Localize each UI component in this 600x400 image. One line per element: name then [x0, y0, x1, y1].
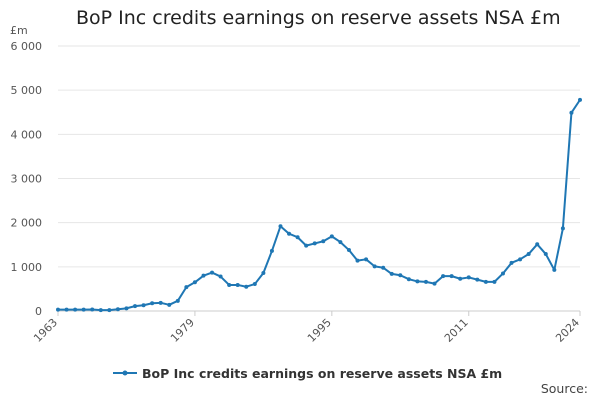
data-point[interactable] [235, 282, 240, 287]
data-point[interactable] [321, 239, 326, 244]
legend-swatch-marker [122, 370, 128, 376]
series-group [56, 97, 582, 313]
data-point[interactable] [509, 260, 514, 265]
x-axis [57, 310, 581, 316]
source-label: Source: [540, 381, 588, 396]
series-line [58, 99, 581, 312]
data-point[interactable] [73, 307, 78, 312]
x-tick-label: 2024 [553, 316, 582, 345]
data-point[interactable] [184, 285, 189, 290]
data-point[interactable] [244, 284, 249, 289]
data-point[interactable] [535, 242, 540, 247]
data-point[interactable] [526, 252, 531, 257]
chart-title: BoP Inc credits earnings on reserve asse… [76, 7, 561, 29]
data-point[interactable] [423, 279, 428, 284]
data-point[interactable] [475, 277, 480, 282]
data-point[interactable] [210, 270, 215, 275]
data-point[interactable] [261, 271, 266, 276]
data-point[interactable] [252, 282, 257, 287]
data-point[interactable] [158, 300, 163, 305]
data-point[interactable] [98, 308, 103, 313]
x-tick-label: 1995 [305, 316, 334, 345]
data-point[interactable] [90, 307, 95, 312]
y-axis-tick-labels: 0 1 000 2 000 3 000 4 000 5 000 6 000 [11, 40, 43, 318]
y-axis-unit: £m [10, 24, 28, 37]
data-point[interactable] [492, 279, 497, 284]
data-point[interactable] [115, 307, 120, 312]
data-point[interactable] [329, 234, 334, 239]
x-axis-tick-labels: 1963 1979 1995 2011 2024 [31, 316, 582, 345]
data-point[interactable] [364, 257, 369, 262]
data-point[interactable] [458, 276, 463, 281]
data-point[interactable] [560, 226, 565, 231]
data-point[interactable] [175, 298, 180, 303]
legend[interactable]: BoP Inc credits earnings on reserve asse… [112, 364, 502, 382]
y-tick-label: 5 000 [11, 84, 43, 97]
data-point[interactable] [406, 277, 411, 282]
y-tick-label: 1 000 [11, 261, 43, 274]
data-point[interactable] [81, 307, 86, 312]
data-point[interactable] [441, 274, 446, 279]
data-point[interactable] [269, 248, 274, 253]
data-point[interactable] [201, 273, 206, 278]
data-point[interactable] [389, 271, 394, 276]
data-point[interactable] [500, 271, 505, 276]
data-point[interactable] [543, 252, 548, 257]
x-tick-label: 1979 [168, 316, 197, 345]
data-point[interactable] [312, 241, 317, 246]
y-tick-label: 3 000 [11, 173, 43, 186]
data-point[interactable] [304, 243, 309, 248]
data-point[interactable] [107, 308, 112, 313]
data-point[interactable] [218, 274, 223, 279]
data-point[interactable] [56, 307, 60, 312]
data-point[interactable] [133, 304, 138, 309]
data-point[interactable] [398, 273, 403, 278]
data-point[interactable] [449, 274, 454, 279]
data-point[interactable] [295, 235, 300, 240]
data-point[interactable] [64, 307, 69, 312]
x-tick-label: 2011 [442, 316, 471, 345]
legend-label: BoP Inc credits earnings on reserve asse… [142, 365, 503, 381]
data-point[interactable] [141, 303, 146, 308]
data-point[interactable] [518, 257, 523, 262]
data-point[interactable] [466, 275, 471, 280]
data-point[interactable] [381, 265, 386, 270]
data-point[interactable] [355, 258, 360, 263]
x-tick-label: 1963 [31, 316, 60, 345]
data-point[interactable] [287, 231, 292, 236]
data-point[interactable] [552, 267, 557, 272]
data-point[interactable] [432, 281, 437, 286]
data-point[interactable] [372, 264, 377, 269]
data-point[interactable] [150, 301, 155, 306]
grid-lines [58, 45, 580, 312]
data-point[interactable] [483, 279, 488, 284]
data-point[interactable] [167, 302, 172, 307]
data-point[interactable] [415, 279, 420, 284]
data-point[interactable] [192, 280, 197, 285]
y-tick-label: 4 000 [11, 128, 43, 141]
legend-swatch [113, 370, 137, 376]
data-point[interactable] [338, 240, 343, 245]
y-tick-label: 0 [35, 305, 42, 318]
data-point[interactable] [124, 306, 129, 311]
y-tick-label: 6 000 [11, 40, 43, 53]
data-point[interactable] [227, 282, 232, 287]
data-point[interactable] [569, 110, 574, 115]
data-point[interactable] [578, 97, 582, 102]
data-point[interactable] [278, 224, 283, 229]
data-point[interactable] [346, 248, 351, 253]
y-tick-label: 2 000 [11, 217, 43, 230]
